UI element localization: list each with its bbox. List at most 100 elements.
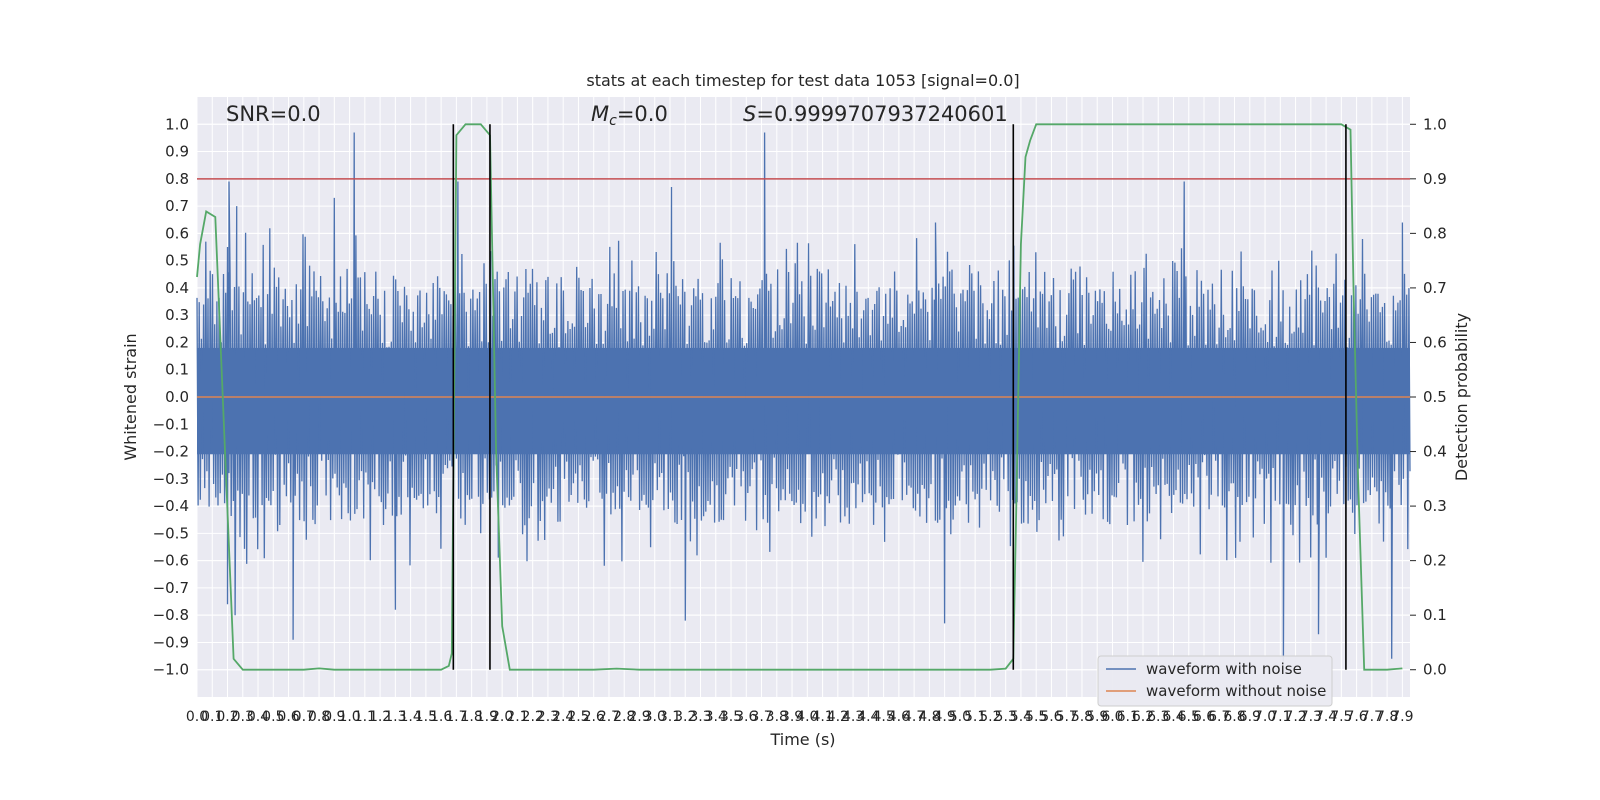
x-tick-label: 1.2 bbox=[369, 709, 391, 725]
x-tick-label: 1.3 bbox=[384, 709, 406, 725]
x-tick-label: 1.1 bbox=[354, 709, 376, 725]
noise-waveform-series bbox=[196, 132, 1411, 662]
x-tick-label: 0.2 bbox=[216, 709, 238, 725]
x-tick-label: 2.8 bbox=[613, 709, 635, 725]
x-tick-label: 3.8 bbox=[766, 709, 788, 725]
x-tick-label: 5.5 bbox=[1025, 709, 1047, 725]
x-tick-label: 4.1 bbox=[811, 709, 833, 725]
y-tick-label: −0.4 bbox=[153, 497, 189, 515]
snr-annotation: SNR=0.0 bbox=[226, 102, 321, 126]
y2-tick-label: 0.9 bbox=[1423, 170, 1447, 188]
x-tick-label: 6.0 bbox=[1101, 709, 1123, 725]
y-axis-label: Whitened strain bbox=[121, 333, 140, 460]
x-tick-label: 4.8 bbox=[918, 709, 940, 725]
x-tick-label: 0.5 bbox=[262, 709, 284, 725]
x-tick-label: 7.0 bbox=[1254, 709, 1276, 725]
x-tick-label: 3.4 bbox=[705, 709, 727, 725]
x-tick-label: 1.7 bbox=[445, 709, 467, 725]
y-tick-label: 0.6 bbox=[165, 224, 189, 242]
y-tick-label: −0.3 bbox=[153, 470, 189, 488]
y2-tick-label: 0.5 bbox=[1423, 388, 1447, 406]
x-tick-label: 4.5 bbox=[872, 709, 894, 725]
chart-title: stats at each timestep for test data 105… bbox=[586, 71, 1019, 90]
x-tick-label: 5.4 bbox=[1010, 709, 1032, 725]
x-tick-label: 6.1 bbox=[1117, 709, 1139, 725]
y2-tick-label: 0.6 bbox=[1423, 333, 1447, 351]
x-tick-label: 0.6 bbox=[277, 709, 299, 725]
x-tick-label: 5.3 bbox=[995, 709, 1017, 725]
x-tick-label: 2.3 bbox=[537, 709, 559, 725]
vertical-markers bbox=[452, 124, 1347, 670]
y-tick-label: 0.7 bbox=[165, 197, 189, 215]
legend: waveform with noise waveform without noi… bbox=[1097, 655, 1333, 707]
s-value: =0.9999707937240601 bbox=[756, 102, 1007, 126]
legend-box bbox=[1097, 655, 1333, 707]
x-tick-label: 7.5 bbox=[1330, 709, 1352, 725]
x-tick-label: 7.1 bbox=[1269, 709, 1291, 725]
y-tick-label: 0.9 bbox=[165, 143, 189, 161]
y-tick-label: −0.9 bbox=[153, 633, 189, 651]
x-tick-label: 5.8 bbox=[1071, 709, 1093, 725]
x-tick-label: 7.3 bbox=[1300, 709, 1322, 725]
x-tick-label: 7.8 bbox=[1376, 709, 1398, 725]
x-tick-label: 6.7 bbox=[1208, 709, 1230, 725]
x-tick-label: 3.1 bbox=[659, 709, 681, 725]
x-tick-label: 4.6 bbox=[888, 709, 910, 725]
x-tick-label: 1.8 bbox=[461, 709, 483, 725]
y2-tick-label: 0.7 bbox=[1423, 279, 1447, 297]
s-symbol: S bbox=[743, 102, 756, 126]
mc-value: =0.0 bbox=[617, 102, 668, 126]
x-tick-label: 7.4 bbox=[1315, 709, 1337, 725]
y-tick-label: 0.3 bbox=[165, 306, 189, 324]
x-tick-label: 3.0 bbox=[644, 709, 666, 725]
x-tick-label: 1.0 bbox=[338, 709, 360, 725]
x-tick-label: 6.5 bbox=[1178, 709, 1200, 725]
y2-tick-label: 0.0 bbox=[1423, 661, 1447, 679]
x-tick-label: 3.3 bbox=[689, 709, 711, 725]
x-tick-label: 6.4 bbox=[1162, 709, 1184, 725]
x-tick-label: 1.5 bbox=[415, 709, 437, 725]
y-tick-label: 0.2 bbox=[165, 333, 189, 351]
x-tick-label: 2.9 bbox=[628, 709, 650, 725]
x-tick-label: 2.1 bbox=[506, 709, 528, 725]
y2-axis-label: Detection probability bbox=[1452, 313, 1471, 481]
x-tick-label: 4.0 bbox=[796, 709, 818, 725]
y2-tick-label: 0.4 bbox=[1423, 443, 1447, 461]
x-tick-label: 2.5 bbox=[567, 709, 589, 725]
x-tick-label: 3.9 bbox=[781, 709, 803, 725]
x-tick-label: 0.9 bbox=[323, 709, 345, 725]
y-tick-label: −1.0 bbox=[153, 661, 189, 679]
s-annotation: S=0.9999707937240601 bbox=[743, 102, 1008, 126]
y-tick-label: −0.6 bbox=[153, 552, 189, 570]
legend-label-clean: waveform without noise bbox=[1146, 682, 1326, 700]
x-tick-label: 2.2 bbox=[522, 709, 544, 725]
y-tick-label: −0.2 bbox=[153, 443, 189, 461]
y-tick-label: −0.5 bbox=[153, 524, 189, 542]
x-tick-label: 7.2 bbox=[1284, 709, 1306, 725]
x-tick-label: 3.7 bbox=[750, 709, 772, 725]
x-tick-label: 4.7 bbox=[903, 709, 925, 725]
x-tick-label: 7.9 bbox=[1391, 709, 1413, 725]
x-tick-label: 0.3 bbox=[232, 709, 254, 725]
x-tick-label: 6.2 bbox=[1132, 709, 1154, 725]
x-tick-label: 5.2 bbox=[979, 709, 1001, 725]
y-tick-label: −0.8 bbox=[153, 606, 189, 624]
x-tick-label: 1.4 bbox=[399, 709, 421, 725]
x-tick-label: 4.2 bbox=[827, 709, 849, 725]
y-tick-label: 0.4 bbox=[165, 279, 189, 297]
y-axis-ticks: −1.0 −0.9 −0.8 −0.7 −0.6 −0.5 −0.4 −0.3 −0.2 −0.1… bbox=[153, 115, 189, 678]
x-tick-label: 4.3 bbox=[842, 709, 864, 725]
x-tick-label: 0.0 bbox=[186, 709, 208, 725]
mc-symbol: M bbox=[591, 102, 609, 126]
x-tick-label: 5.1 bbox=[964, 709, 986, 725]
y2-tick-label: 0.3 bbox=[1423, 497, 1447, 515]
x-tick-label: 5.0 bbox=[949, 709, 971, 725]
x-tick-label: 6.6 bbox=[1193, 709, 1215, 725]
x-tick-label: 0.1 bbox=[201, 709, 223, 725]
y2-tick-label: 0.8 bbox=[1423, 224, 1447, 242]
y-tick-label: 1.0 bbox=[165, 115, 189, 133]
x-tick-label: 6.3 bbox=[1147, 709, 1169, 725]
x-tick-label: 3.5 bbox=[720, 709, 742, 725]
x-tick-label: 5.9 bbox=[1086, 709, 1108, 725]
x-axis-label: Time (s) bbox=[769, 730, 835, 749]
